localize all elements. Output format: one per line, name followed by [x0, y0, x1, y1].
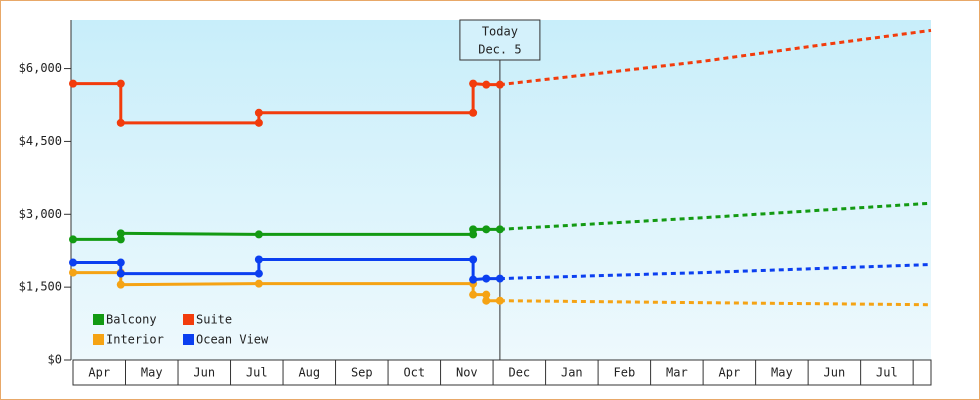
legend-label: Ocean View [196, 333, 269, 347]
point [495, 296, 504, 305]
point [495, 80, 504, 89]
x-tick-label: Sep [351, 366, 373, 380]
x-tick-label: Apr [88, 366, 110, 380]
legend-swatch [183, 334, 194, 345]
x-tick-label: Mar [666, 366, 688, 380]
x-tick-label: Dec [508, 366, 530, 380]
point [254, 255, 263, 264]
y-tick-label: $0 [48, 353, 62, 367]
point [495, 225, 504, 234]
legend-swatch [93, 334, 104, 345]
x-tick-label: Jul [876, 366, 898, 380]
point [116, 79, 125, 88]
x-tick-label: Jun [824, 366, 846, 380]
point [495, 274, 504, 283]
forecast-line [499, 201, 932, 231]
point [254, 230, 263, 239]
point [469, 290, 478, 299]
y-tick-label: $3,000 [19, 207, 62, 221]
point [469, 275, 478, 284]
x-axis-strip [72, 359, 932, 386]
legend-label: Balcony [106, 313, 157, 327]
point [469, 225, 478, 234]
x-tick-label: Jun [193, 366, 215, 380]
today-label: Today [482, 25, 518, 39]
point [469, 79, 478, 88]
point [482, 274, 491, 283]
point [116, 269, 125, 278]
point [116, 258, 125, 267]
forecast-line [499, 28, 932, 87]
x-tick-label: Nov [456, 366, 478, 380]
point [254, 118, 263, 127]
point [254, 108, 263, 117]
point [69, 79, 77, 88]
point [116, 118, 125, 127]
point [469, 255, 478, 264]
y-tick-label: $1,500 [19, 280, 62, 294]
legend-swatch [93, 314, 104, 325]
point [482, 225, 491, 234]
point [482, 296, 491, 305]
legend-swatch [183, 314, 194, 325]
forecast-line [499, 263, 932, 281]
point [482, 290, 491, 299]
point [254, 279, 263, 288]
legend-label: Suite [196, 313, 232, 327]
point [69, 235, 77, 244]
y-tick-label: $6,000 [19, 61, 62, 75]
point [116, 235, 125, 244]
point [116, 229, 125, 238]
point [116, 280, 125, 289]
y-tick-label: $4,500 [19, 134, 62, 148]
point [482, 80, 491, 89]
today-box [459, 19, 541, 61]
x-tick-label: May [141, 366, 163, 380]
point [69, 268, 77, 277]
plot-background [71, 20, 931, 360]
forecast-line [499, 299, 932, 307]
today-label: Dec. 5 [478, 43, 521, 57]
x-tick-label: Aug [298, 366, 320, 380]
x-tick-label: Feb [614, 366, 636, 380]
x-tick-label: Jul [246, 366, 268, 380]
x-tick-label: Oct [403, 366, 425, 380]
point [69, 258, 77, 267]
point [254, 269, 263, 278]
point [469, 108, 478, 117]
legend-label: Interior [106, 333, 164, 347]
x-tick-label: May [771, 366, 793, 380]
x-tick-label: Jan [561, 366, 583, 380]
x-tick-label: Apr [719, 366, 741, 380]
